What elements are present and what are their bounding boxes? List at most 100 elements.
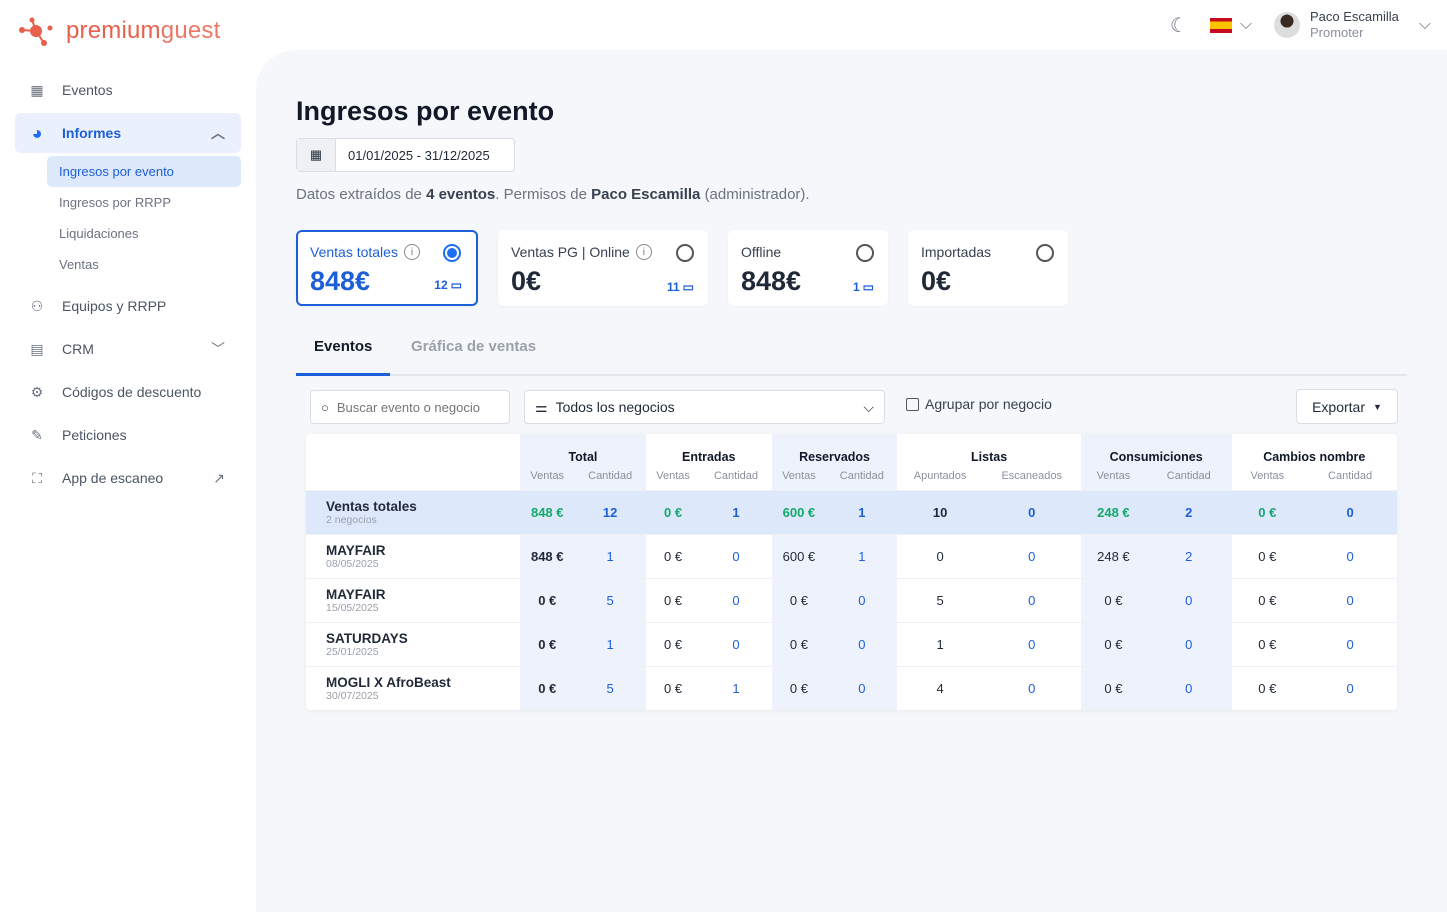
table-row-total[interactable]: Ventas totales 2 negocios 848 €12 0 €1 600 €… bbox=[306, 489, 1397, 534]
business-select[interactable]: ⚌ Todos los negocios ⌵ bbox=[524, 390, 885, 424]
table-cell: 4 bbox=[897, 665, 983, 710]
chevron-down-icon: ⌵ bbox=[863, 398, 874, 415]
calendar-icon: ▦ bbox=[30, 81, 44, 98]
column-subheader[interactable]: Cantidad bbox=[826, 464, 898, 490]
info-icon[interactable]: i bbox=[403, 244, 420, 260]
filter-icon: ⚌ bbox=[535, 398, 548, 415]
card-label: Ventas totales bbox=[310, 244, 398, 260]
column-group-header: Total bbox=[520, 434, 646, 464]
table-row[interactable]: MAYFAIR 08/05/2025 848 €1 0 €0 600 €1 0 0 248 €… bbox=[306, 533, 1397, 578]
column-subheader[interactable]: Cantidad bbox=[713, 469, 758, 482]
card-radio[interactable] bbox=[676, 244, 694, 262]
event-date: 15/05/2025 bbox=[326, 601, 379, 614]
ticket-icon: ▭ bbox=[450, 278, 462, 292]
column-subheader[interactable]: Ventas bbox=[520, 464, 575, 490]
sidebar-item-label: App de escaneo bbox=[62, 470, 164, 486]
date-range-picker[interactable]: ▦ 01/01/2025 - 31/12/2025 bbox=[296, 138, 515, 172]
sidebar-item-peticiones[interactable]: ✎ Peticiones bbox=[15, 415, 241, 455]
table-cell: 0 € bbox=[771, 577, 827, 622]
column-group-header: Consumiciones bbox=[1080, 434, 1232, 464]
column-subheader[interactable]: Cantidad bbox=[1146, 464, 1232, 490]
sidebar-item-app-escaneo[interactable]: ⛶ App de escaneo ↗ bbox=[15, 458, 241, 498]
export-button[interactable]: Exportar ▼ bbox=[1296, 389, 1398, 424]
table-cell: 5 bbox=[897, 577, 983, 622]
table-cell: 0 € bbox=[645, 621, 701, 666]
language-chevron-down-icon[interactable]: ⌵ bbox=[1239, 16, 1252, 33]
card-offline[interactable]: Offline 848€ 1 ▭ bbox=[728, 230, 888, 306]
events-table: Total Entradas Reservados Listas Consumicion… bbox=[306, 434, 1397, 710]
sidebar-item-informes[interactable]: ◕ Informes ︿ bbox=[15, 113, 241, 153]
column-subheader[interactable]: Ventas bbox=[1080, 464, 1147, 490]
users-icon: ⚇ bbox=[30, 297, 44, 314]
column-subheader[interactable]: Escaneados bbox=[1001, 469, 1062, 482]
sidebar-item-label: Equipos y RRPP bbox=[62, 298, 167, 314]
search-field[interactable] bbox=[336, 399, 497, 415]
card-ventas-totales[interactable]: Ventas totales i 848€ 12 ▭ bbox=[296, 230, 478, 306]
table-cell: 0 bbox=[1303, 489, 1397, 534]
table-cell: 0 bbox=[1303, 577, 1397, 622]
column-subheader[interactable]: Ventas bbox=[771, 464, 827, 490]
table-cell: 0 bbox=[700, 621, 772, 666]
sidebar-sub-ventas[interactable]: Ventas bbox=[59, 257, 99, 272]
card-label: Importadas bbox=[921, 244, 992, 260]
sidebar-item-eventos[interactable]: ▦ Eventos bbox=[15, 70, 241, 110]
logo[interactable]: premiumguest bbox=[18, 16, 220, 46]
sidebar: ▦ Eventos ◕ Informes ︿ Ingresos por evento … bbox=[15, 70, 241, 501]
event-name: MOGLI X AfroBeast bbox=[326, 674, 451, 690]
sidebar-item-label: Informes bbox=[62, 125, 122, 141]
language-spain-flag-icon[interactable] bbox=[1209, 17, 1232, 33]
top-bar: ☾ ⌵ Paco Escamilla Promoter ⌵ bbox=[1170, 0, 1447, 50]
column-subheader[interactable]: Cantidad bbox=[1328, 469, 1373, 482]
tab-grafica-ventas[interactable]: Gráfica de ventas bbox=[411, 338, 537, 355]
card-radio[interactable] bbox=[443, 244, 461, 262]
checkbox[interactable] bbox=[906, 397, 919, 411]
tabs: Eventos Gráfica de ventas bbox=[296, 326, 1407, 376]
table-row[interactable]: SATURDAYS 25/01/2025 0 €1 0 €0 0 €0 1 0 0 €0 0 €… bbox=[306, 621, 1397, 666]
table-cell: 1 bbox=[700, 489, 772, 534]
dark-mode-moon-icon[interactable]: ☾ bbox=[1169, 14, 1188, 37]
column-group-header: Entradas bbox=[681, 450, 736, 464]
table-row[interactable]: MOGLI X AfroBeast 30/07/2025 0 €5 0 €1 0 €0 4… bbox=[306, 665, 1397, 710]
sidebar-sub-ingresos-por-evento[interactable]: Ingresos por evento bbox=[47, 156, 241, 187]
card-radio[interactable] bbox=[1036, 244, 1054, 262]
sidebar-sub-ingresos-por-rrpp[interactable]: Ingresos por RRPP bbox=[59, 195, 171, 210]
sidebar-sub-liquidaciones[interactable]: Liquidaciones bbox=[59, 226, 139, 241]
column-subheader[interactable]: Apuntados bbox=[913, 469, 967, 482]
tab-eventos[interactable]: Eventos bbox=[296, 338, 391, 376]
row-name: Ventas totales bbox=[326, 498, 417, 514]
table-cell: 0 € bbox=[771, 665, 827, 710]
table-cell: 1 bbox=[826, 533, 898, 578]
card-ventas-pg-online[interactable]: Ventas PG | Online i 0€ 11 ▭ bbox=[498, 230, 708, 306]
table-cell: 0 bbox=[826, 665, 898, 710]
table-cell: 1 bbox=[826, 489, 898, 534]
avatar[interactable] bbox=[1273, 12, 1300, 38]
table-cell: 10 bbox=[897, 489, 983, 534]
date-range-value: 01/01/2025 - 31/12/2025 bbox=[348, 147, 490, 163]
table-cell: 0 € bbox=[1080, 577, 1147, 622]
card-value: 0€ bbox=[921, 266, 952, 296]
table-cell: 600 € bbox=[771, 489, 827, 534]
external-link-icon: ↗ bbox=[213, 469, 225, 486]
chevron-up-icon: ︿ bbox=[211, 125, 225, 141]
search-input[interactable]: ○ bbox=[310, 390, 510, 424]
card-importadas[interactable]: Importadas 0€ bbox=[908, 230, 1068, 306]
checkbox-label: Agrupar por negocio bbox=[925, 396, 1052, 412]
table-cell: 0 bbox=[1303, 533, 1397, 578]
card-radio[interactable] bbox=[856, 244, 874, 262]
info-icon[interactable]: i bbox=[635, 244, 652, 260]
group-by-business-checkbox[interactable]: Agrupar por negocio bbox=[906, 396, 1052, 412]
table-cell: 0 € bbox=[1231, 577, 1304, 622]
table-cell: 0 € bbox=[1080, 665, 1147, 710]
sidebar-item-equipos[interactable]: ⚇ Equipos y RRPP bbox=[15, 286, 241, 326]
table-cell: 0 bbox=[982, 489, 1081, 534]
column-subheader[interactable]: Ventas bbox=[1250, 469, 1285, 482]
column-subheader[interactable]: Ventas bbox=[656, 469, 690, 482]
sidebar-item-codigos[interactable]: ⚙ Códigos de descuento bbox=[15, 372, 241, 412]
card-count: 11 ▭ bbox=[666, 280, 694, 294]
scan-icon: ⛶ bbox=[32, 469, 42, 486]
sidebar-item-crm[interactable]: ▤ CRM ﹀ bbox=[15, 329, 241, 369]
column-subheader[interactable]: Cantidad bbox=[574, 464, 646, 490]
table-row[interactable]: MAYFAIR 15/05/2025 0 €5 0 €0 0 €0 5 0 0 €0 0 €0 bbox=[306, 577, 1397, 622]
event-name: MAYFAIR bbox=[326, 586, 386, 602]
user-menu-chevron-down-icon[interactable]: ⌵ bbox=[1418, 16, 1431, 33]
